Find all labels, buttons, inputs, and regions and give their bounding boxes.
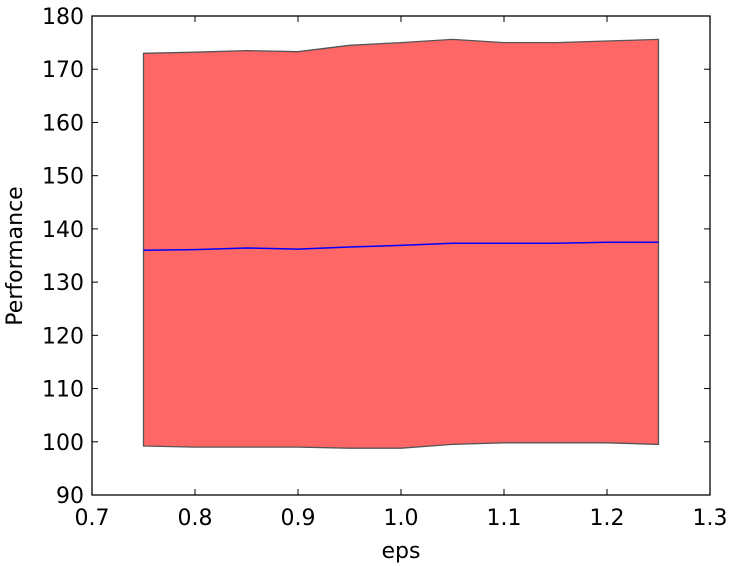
y-tick-label: 140 [42,218,84,243]
x-tick-label: 0.9 [281,506,316,531]
x-tick-label: 0.7 [75,506,110,531]
x-axis-ticks: 0.7 0.8 0.9 1.0 1.1 1.2 1.3 [75,16,728,531]
y-tick-label: 170 [42,58,84,83]
y-tick-label: 90 [56,484,84,509]
y-tick-label: 120 [42,324,84,349]
x-tick-label: 0.8 [178,506,213,531]
mean-line [143,241,659,251]
y-tick-label: 110 [42,378,84,403]
y-axis-ticks: 90 100 110 120 130 140 150 160 170 180 [42,5,710,509]
x-tick-label: 1.1 [487,506,522,531]
x-tick-label: 1.2 [590,506,625,531]
y-tick-label: 100 [42,431,84,456]
y-tick-label: 150 [42,165,84,190]
x-tick-label: 1.0 [384,506,419,531]
y-tick-label: 160 [42,111,84,136]
y-axis-title: Performance [3,186,28,325]
mean-series-line [143,241,659,251]
y-tick-label: 130 [42,271,84,296]
confidence-band [142,38,660,449]
x-tick-label: 1.3 [693,506,728,531]
band-area [142,38,660,449]
y-tick-label: 180 [42,5,84,30]
x-axis-title: eps [382,539,421,564]
